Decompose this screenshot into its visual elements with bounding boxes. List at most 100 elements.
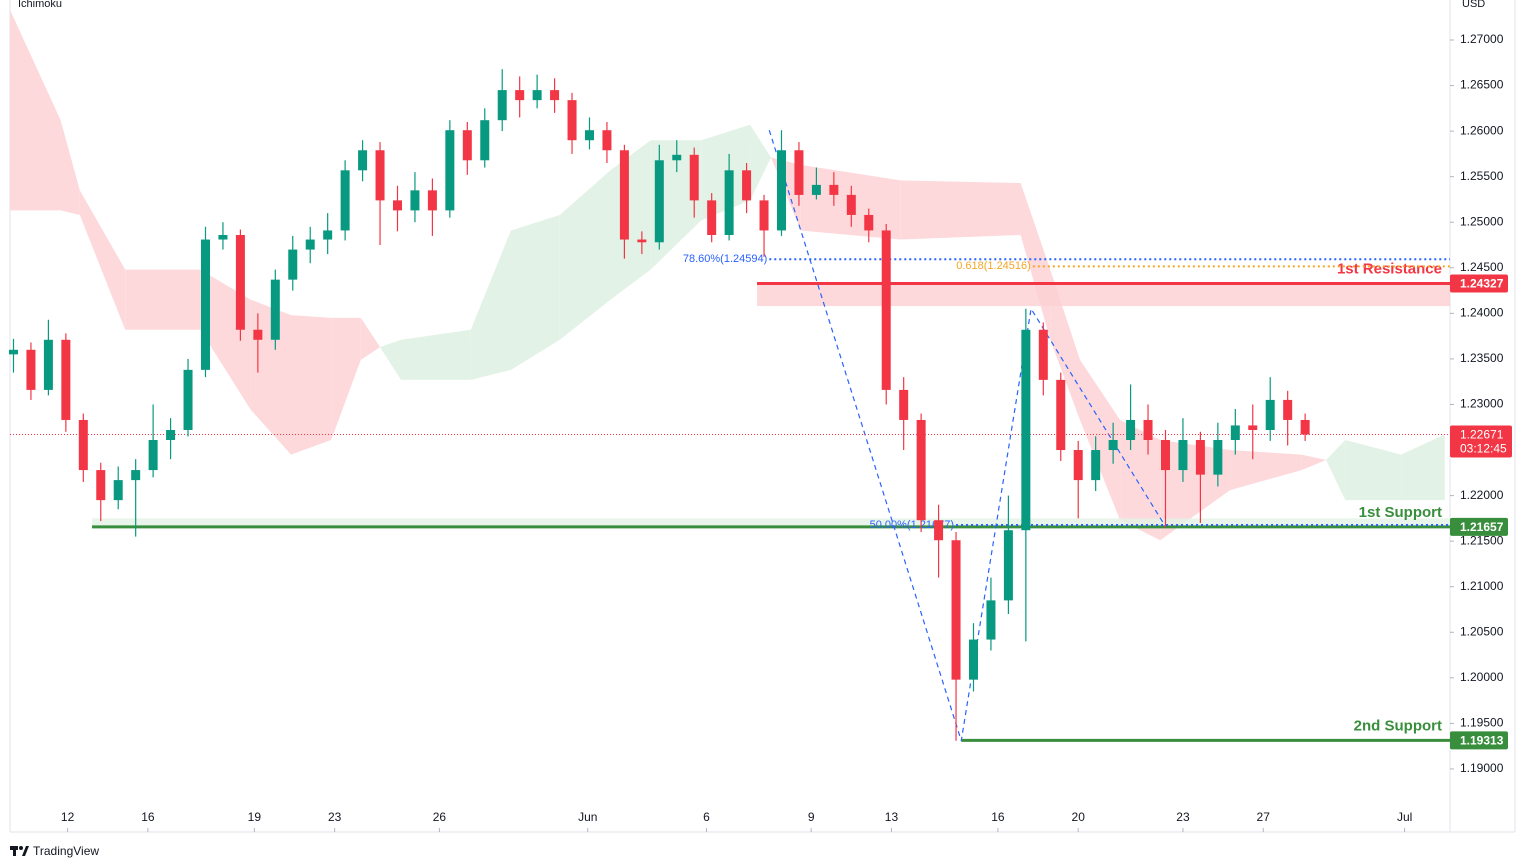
axes: 1.19000 1.19500 1.20000 1.20500 1.21000 1.215… <box>61 32 1512 832</box>
fib-label: 50.00%(1.21677) <box>870 519 954 531</box>
price-label: 1.21657 <box>1460 520 1504 534</box>
cloud-segment <box>360 317 381 360</box>
candle-body <box>1021 329 1031 531</box>
candle-body <box>811 184 821 195</box>
candle-body <box>288 249 298 280</box>
brand-name: TradingView <box>33 844 99 858</box>
y-tick-label: 1.25000 <box>1460 214 1504 228</box>
cloud-segment <box>750 124 772 201</box>
candle-body <box>340 170 350 231</box>
x-tick-label: 13 <box>885 810 899 824</box>
candle-body <box>61 339 71 420</box>
candle-body <box>375 150 385 201</box>
levels: 1st Resistance 1st Support 2nd Support 78.6… <box>10 130 1450 742</box>
candle-body <box>1248 425 1258 430</box>
candle-body <box>1300 419 1310 435</box>
cloud-segment <box>1326 440 1346 501</box>
candle-body <box>26 349 36 390</box>
candle-body <box>131 470 141 481</box>
cloud-segment <box>1401 434 1445 501</box>
candle-body <box>358 150 368 171</box>
x-tick-label: 6 <box>703 810 710 824</box>
candle-body <box>1143 419 1153 441</box>
cloud-segment <box>1050 269 1080 420</box>
cloud-segment <box>510 214 560 370</box>
cloud-segment <box>559 170 611 340</box>
candle-body <box>1178 440 1188 471</box>
candle-body <box>864 214 874 231</box>
fib-label: 78.60%(1.24594) <box>683 253 767 265</box>
price-label-box <box>1450 517 1508 536</box>
candle-body <box>78 419 88 471</box>
candle-body <box>96 470 106 501</box>
y-tick-label: 1.19500 <box>1460 716 1504 730</box>
y-tick-label: 1.21000 <box>1460 579 1504 593</box>
candle-body <box>1126 419 1136 441</box>
last-price-label: 1.22671 <box>1460 428 1504 442</box>
candle-body <box>794 150 804 195</box>
candle-body <box>672 154 682 161</box>
cloud-segment <box>900 180 1021 240</box>
logo-part <box>13 846 16 856</box>
fib-label: 0.618(1.24516) <box>956 260 1031 272</box>
candle-body <box>724 170 734 235</box>
cloud-segment <box>1230 450 1302 491</box>
candle-body <box>113 480 123 501</box>
ichimoku-cloud <box>10 9 1445 541</box>
logo-part <box>22 846 29 856</box>
candle-body <box>515 90 525 101</box>
candle-body <box>829 184 839 195</box>
countdown-label: 03:12:45 <box>1460 442 1507 456</box>
candle-body <box>550 90 560 101</box>
x-tick-label: 16 <box>991 810 1005 824</box>
candle-body <box>707 200 717 235</box>
candle-body <box>532 90 542 101</box>
candle-body <box>1213 440 1223 475</box>
candle-body <box>934 520 944 541</box>
x-tick-label: 20 <box>1072 810 1086 824</box>
price-label-box <box>1450 731 1508 750</box>
candle-body <box>427 190 437 211</box>
x-tick-label: 16 <box>141 810 155 824</box>
candle-body <box>1091 450 1101 481</box>
y-tick-label: 1.23000 <box>1460 397 1504 411</box>
x-tick-label: 26 <box>433 810 447 824</box>
price-label: 1.19313 <box>1460 734 1504 748</box>
candle-body <box>899 389 909 420</box>
level-zone <box>757 283 1450 307</box>
cloud-segment <box>331 317 361 441</box>
candle-body <box>1038 329 1048 380</box>
candle-body <box>584 130 594 141</box>
candle-body <box>916 419 926 521</box>
candle-body <box>1160 440 1170 471</box>
cloud-segment <box>1160 440 1231 541</box>
x-tick-label: Jul <box>1397 810 1412 824</box>
candle-body <box>1265 399 1275 430</box>
cloud-segment <box>1120 419 1161 541</box>
candle-body <box>619 150 629 240</box>
candle-body <box>8 349 18 355</box>
cloud-segment <box>125 269 201 330</box>
currency-label: USD <box>1462 0 1485 10</box>
x-tick-label: 27 <box>1257 810 1271 824</box>
y-tick-label: 1.23500 <box>1460 351 1504 365</box>
candle-body <box>392 200 402 211</box>
logo-part <box>19 846 23 850</box>
x-tick-label: Jun <box>578 810 597 824</box>
candle-body <box>1056 379 1066 451</box>
cloud-segment <box>1345 440 1402 501</box>
pattern-line <box>768 130 1167 741</box>
candle-body <box>497 90 507 121</box>
candle-body <box>742 170 752 201</box>
y-tick-label: 1.22000 <box>1460 488 1504 502</box>
price-label-box <box>1450 274 1508 293</box>
y-tick-label: 1.19000 <box>1460 761 1504 775</box>
price-label: 1.24327 <box>1460 277 1504 291</box>
candle-body <box>462 130 472 161</box>
y-tick-label: 1.21500 <box>1460 533 1504 547</box>
candle-body <box>986 600 996 640</box>
cloud-segment <box>1301 454 1327 471</box>
candle-body <box>253 329 263 340</box>
candle-body <box>166 429 176 441</box>
